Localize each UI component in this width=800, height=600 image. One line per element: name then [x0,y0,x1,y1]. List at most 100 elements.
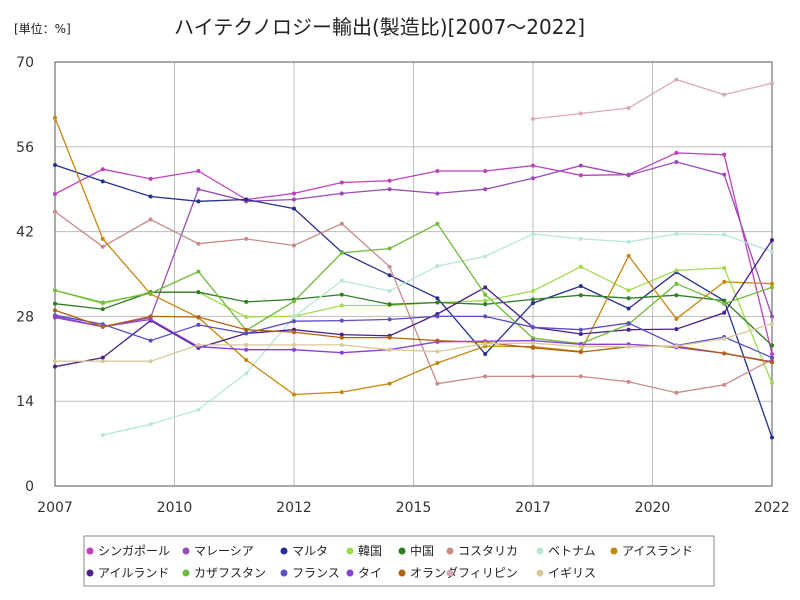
x-tick-label: 2007 [37,500,73,516]
data-point [100,244,105,249]
series-4 [53,290,774,348]
data-point [292,319,296,324]
legend-label: アイルランド [98,566,169,580]
x-tick-label: 2022 [754,500,790,516]
data-point [722,152,727,157]
data-point [578,264,583,269]
series-line [54,164,773,438]
data-point [387,302,392,307]
data-point [531,297,535,302]
y-tick-label: 14 [16,394,34,410]
legend-label: シンガポール [98,544,170,558]
data-point [292,392,296,397]
data-point [339,332,344,337]
legend-label: 中国 [410,543,434,558]
data-point [387,187,392,192]
grid [54,61,773,487]
data-point [674,268,679,273]
data-point [196,315,201,320]
legend-marker [446,547,454,555]
legend-item: コスタリカ [446,544,518,558]
data-point [770,281,774,286]
data-point [292,315,296,320]
data-point [244,342,249,347]
legend-item: カザフスタン [182,566,266,580]
data-point [196,407,201,412]
legend-label: フランス [292,566,340,580]
data-point [722,310,727,315]
data-point [339,191,344,196]
data-point [244,358,249,363]
data-point [196,342,201,347]
data-point [387,273,392,278]
legend-label: フィリピン [458,566,518,580]
data-point [626,327,631,332]
data-point [148,317,153,322]
legend-marker [346,547,354,555]
legend-label: カザフスタン [194,566,266,580]
legend-label: 韓国 [358,544,382,558]
data-point [483,298,488,303]
legend-label: コスタリカ [458,544,518,558]
data-point [196,241,201,246]
data-point [722,92,727,97]
data-point [148,176,153,181]
data-point [483,285,488,290]
data-point [387,178,392,183]
data-point [435,221,440,226]
data-point [722,351,727,356]
data-point [626,321,631,326]
x-tick-label: 2017 [515,500,551,516]
data-point [387,246,392,251]
data-point [244,197,249,202]
data-point [483,292,488,297]
data-point [770,351,774,356]
data-point [339,350,344,355]
chart-title: ハイテクノロジー輸出(製造比)[2007～2022] [174,15,585,39]
legend-label: マルタ [292,544,328,558]
data-point [148,314,153,319]
data-point [531,163,535,168]
data-point [53,115,57,120]
series-line [54,161,773,328]
legend-marker [536,569,544,577]
data-point [148,359,153,364]
data-point [674,293,679,298]
data-point [53,288,57,293]
data-point [770,285,774,290]
data-point [53,301,57,306]
data-point [674,390,679,395]
data-point [531,301,535,306]
data-point [770,249,774,254]
data-point [53,192,57,197]
data-point [770,355,774,360]
legend-marker [446,569,454,577]
data-point [531,341,535,346]
data-point [244,331,249,336]
data-point [387,264,392,269]
legend-marker [536,547,544,555]
data-point [483,187,488,192]
data-point [578,344,583,349]
data-point [674,327,679,332]
x-tick-label: 2015 [396,500,432,516]
data-point [339,390,344,395]
legend-item: フランス [280,566,340,580]
data-point [578,111,583,116]
data-point [531,288,535,293]
data-point [292,347,296,352]
legend-item: アイスランド [610,544,693,558]
data-point [531,232,535,237]
data-point [578,327,583,332]
series-line [54,152,773,355]
data-point [626,344,631,349]
y-tick-label: 28 [16,309,34,325]
data-point [196,169,201,174]
data-point [100,307,105,312]
data-point [770,435,774,440]
data-point [196,199,201,204]
legend-item: マルタ [280,544,328,558]
data-point [435,349,440,354]
data-point [531,116,535,121]
data-point [674,159,679,164]
